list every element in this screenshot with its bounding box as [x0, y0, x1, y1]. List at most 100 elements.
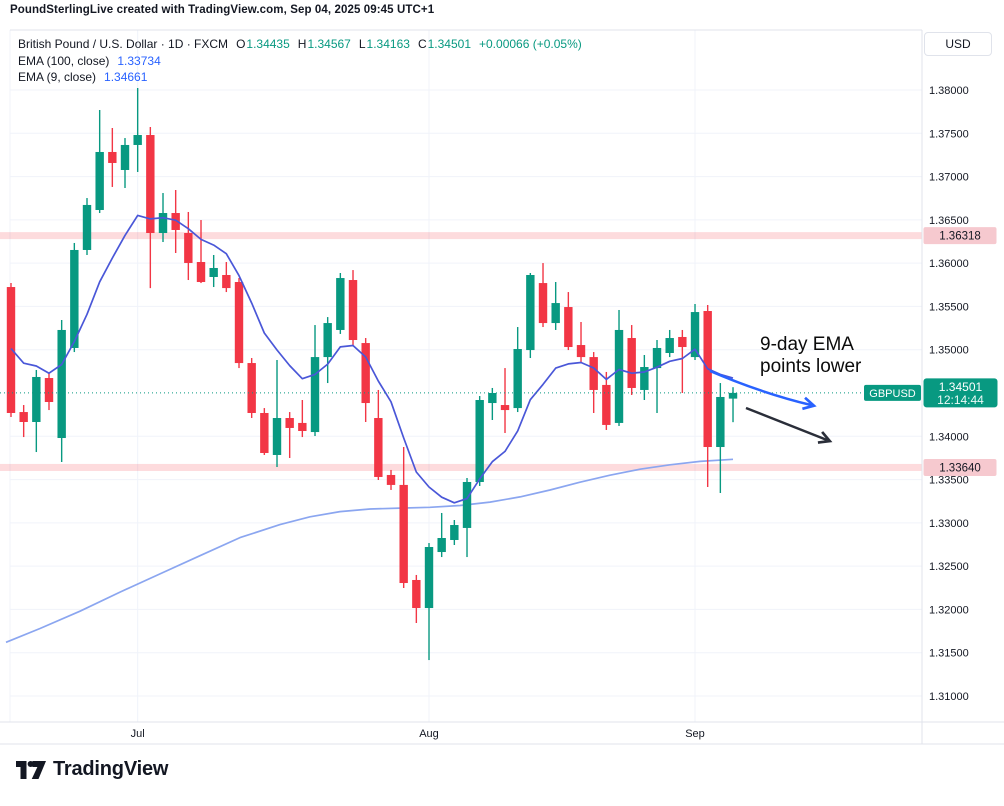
candle-body — [209, 267, 218, 277]
candle — [589, 352, 598, 413]
candle — [412, 574, 421, 624]
candle-body — [310, 357, 320, 433]
candle — [374, 389, 383, 480]
ema100-value: 1.33734 — [117, 53, 161, 68]
candle — [348, 270, 358, 346]
price-tick-label: 1.33500 — [929, 475, 969, 487]
price-tick-label: 1.36500 — [929, 215, 969, 227]
close-value: 1.34501 — [427, 37, 471, 51]
candle — [551, 282, 560, 330]
candle-body — [652, 347, 662, 369]
candle — [209, 255, 218, 288]
time-axis[interactable]: Jul Aug Sep — [131, 728, 705, 740]
candle — [70, 242, 79, 353]
candle — [82, 198, 92, 256]
open-value: 1.34435 — [246, 37, 290, 51]
candle — [298, 400, 307, 438]
candle — [526, 273, 535, 359]
price-axis[interactable]: 1.38000 1.37500 1.37000 1.36500 1.36000 1.355… — [923, 85, 998, 703]
text-annotation[interactable]: 9-day EMA points lower — [760, 334, 861, 377]
candle — [260, 408, 269, 455]
candle — [272, 360, 282, 468]
candle-body — [323, 323, 332, 358]
last-price-value: 1.34501 — [939, 380, 983, 394]
price-tick-label: 1.31500 — [929, 648, 969, 660]
tradingview-logo-link[interactable]: TradingView — [16, 758, 168, 781]
level-price-tag: 1.36318 — [923, 227, 997, 245]
price-tick-label: 1.34000 — [929, 431, 969, 443]
candle — [576, 322, 586, 364]
legend-ema9-row[interactable]: EMA (9, close) 1.34661 — [18, 69, 582, 86]
candle — [120, 138, 130, 188]
time-axis-label: Sep — [685, 728, 705, 740]
low-value: 1.34163 — [366, 37, 410, 51]
candle — [44, 372, 54, 411]
low-label: L — [358, 37, 366, 51]
candle-body — [716, 396, 725, 448]
legend-symbol-row[interactable]: British Pound / U.S. Dollar · 1D · FXCM … — [18, 36, 582, 53]
candle-body — [589, 357, 598, 390]
price-tick-label: 1.32500 — [929, 561, 969, 573]
candle-body — [70, 249, 79, 348]
level-tag-bg — [923, 227, 997, 245]
candle-body — [665, 338, 674, 353]
candle — [538, 263, 548, 328]
candle-body — [475, 400, 484, 482]
candle — [133, 88, 142, 172]
ema100-line — [5, 458, 734, 644]
candle-body — [576, 345, 586, 358]
candle — [513, 327, 522, 413]
candle-body — [260, 412, 269, 453]
candle — [437, 512, 446, 558]
candle-body — [703, 311, 712, 448]
bar-countdown: 12:14:44 — [937, 393, 984, 407]
legend-ema100-row[interactable]: EMA (100, close) 1.33734 — [18, 53, 582, 70]
last-price-tag-bg — [923, 378, 998, 408]
watermark-header: PoundSterlingLive created with TradingVi… — [10, 4, 435, 16]
price-level-band[interactable] — [0, 232, 922, 240]
candle-body — [120, 144, 130, 170]
candle — [310, 325, 320, 437]
ema9-value: 1.34661 — [104, 70, 148, 84]
candle — [196, 220, 206, 284]
price-tick-label: 1.37000 — [929, 172, 969, 184]
price-level-band[interactable] — [0, 463, 922, 471]
time-axis-label: Aug — [419, 728, 439, 740]
currency-unit-button[interactable]: USD — [924, 32, 992, 56]
candle-body — [82, 204, 92, 250]
candle-body — [285, 418, 294, 428]
annotation-line-2: points lower — [760, 355, 862, 377]
time-axis-label: Jul — [131, 728, 145, 740]
candle — [95, 109, 104, 214]
candle-body — [602, 384, 611, 425]
candle-body — [171, 213, 180, 230]
candle — [247, 358, 256, 419]
candle — [652, 340, 662, 413]
ema9-line — [10, 214, 734, 504]
black-arrow-drawing[interactable] — [745, 406, 833, 444]
candle — [19, 405, 28, 438]
candle-body — [450, 525, 459, 540]
price-tick-label: 1.31000 — [929, 691, 969, 703]
chart-canvas[interactable]: 1.38000 1.37500 1.37000 1.36500 1.36000 1.355… — [0, 0, 1004, 752]
price-tick-label: 1.35000 — [929, 345, 969, 357]
level-tag-text: 1.33640 — [939, 462, 981, 474]
candle — [361, 338, 370, 422]
candle-body — [95, 151, 104, 210]
high-label: H — [297, 37, 307, 51]
candle-body — [678, 336, 687, 348]
candle — [703, 305, 712, 488]
candle-body — [247, 363, 256, 413]
candle — [146, 127, 155, 289]
candle-body — [386, 474, 396, 485]
candle-body — [462, 481, 472, 528]
candle — [108, 128, 117, 187]
candle-body — [6, 287, 16, 413]
level-tag-bg — [923, 458, 997, 476]
candle-body — [513, 349, 522, 409]
candle — [6, 283, 16, 417]
candle — [475, 396, 484, 486]
blue-arrow-drawing[interactable] — [709, 369, 817, 411]
price-tick-label: 1.36000 — [929, 258, 969, 270]
